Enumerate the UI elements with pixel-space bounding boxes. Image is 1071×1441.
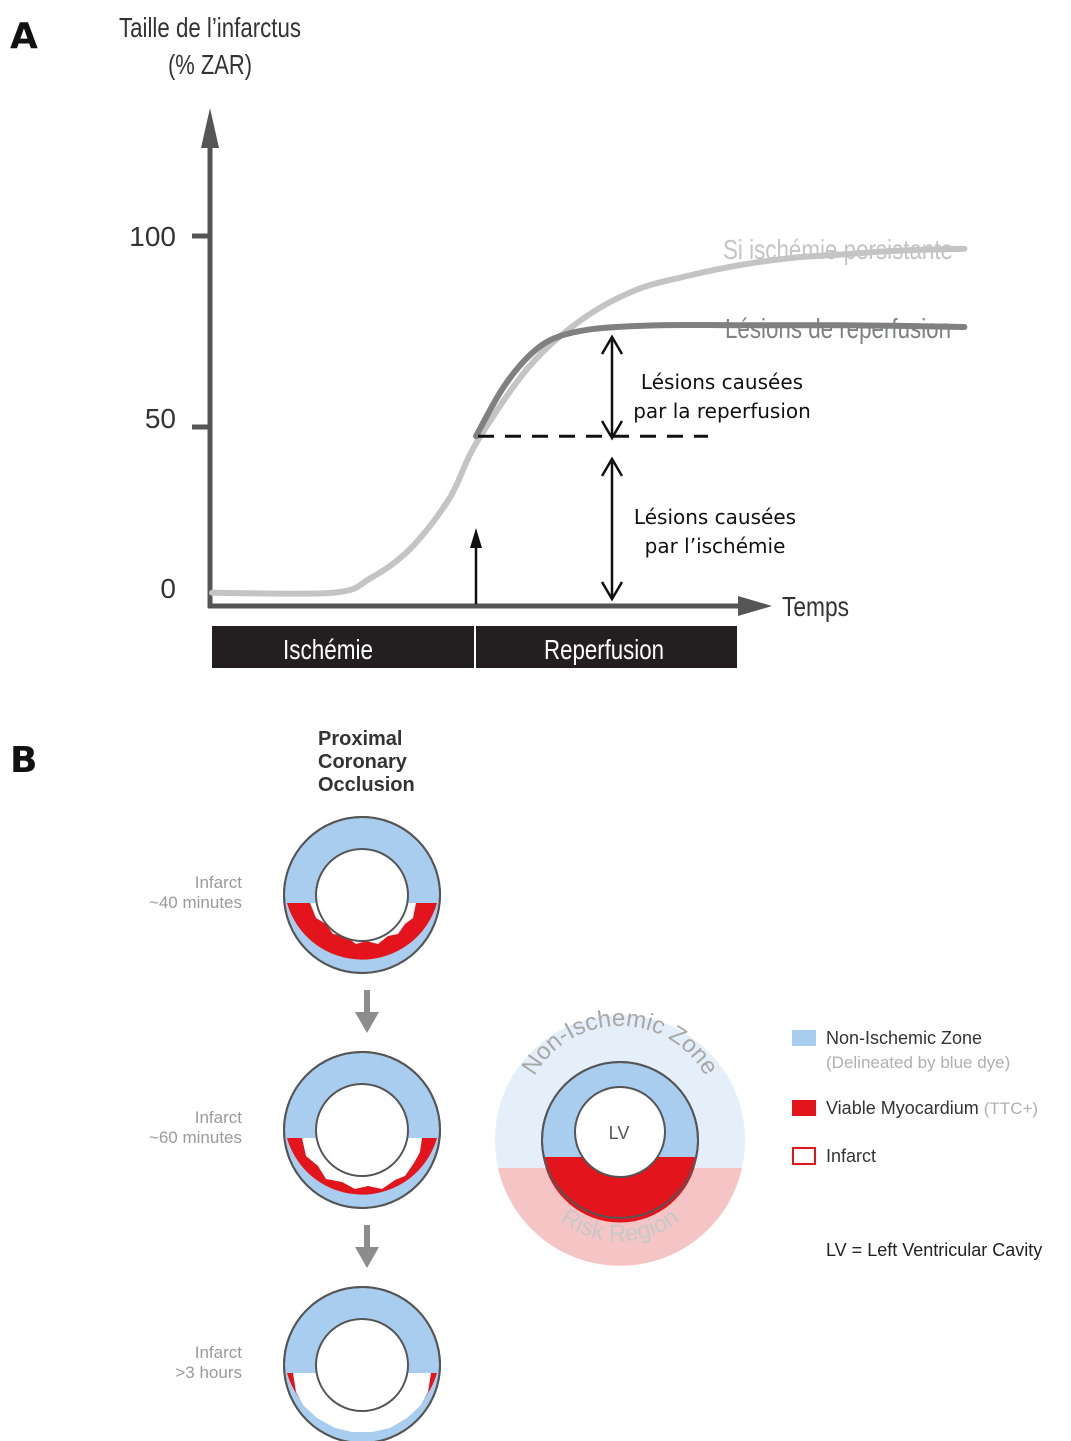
legend-note-non-ischemic: (Delineated by blue dye) — [826, 1053, 1010, 1072]
y-axis-title-line1: Taille de l’infarctus — [119, 12, 301, 43]
curve-persistent-label: Si ischémie persistante — [723, 234, 953, 265]
curve-persistent-ischemia — [209, 245, 968, 597]
panel-b: B Proximal Coronary Occlusion Infarct ~4… — [10, 728, 1042, 1441]
heart-section-40min — [283, 816, 441, 974]
header-line3: Occlusion — [318, 774, 415, 796]
annotation-ischemia-line1: Lésions causées — [634, 505, 796, 529]
zone-diagram — [495, 1015, 745, 1266]
annotation-reperfusion-line2: par la reperfusion — [633, 399, 811, 423]
ischemia-damage-double-arrow — [600, 456, 624, 602]
x-axis-arrowhead — [738, 596, 772, 616]
stage-40-line1: Infarct — [195, 873, 243, 892]
header-line1: Proximal — [318, 728, 402, 750]
stage-3h-line2: >3 hours — [175, 1363, 242, 1382]
legend-label-infarct: Infarct — [826, 1146, 876, 1166]
phase-ischemia-label: Ischémie — [283, 634, 373, 665]
y-tick-label-0: 0 — [160, 573, 176, 604]
reperfusion-onset-arrowhead — [470, 528, 482, 548]
annotation-ischemia-line2: par l’ischémie — [645, 534, 786, 558]
y-axis-arrowhead — [201, 108, 219, 148]
curve-reperfusion-label: Lésions de reperfusion — [725, 313, 951, 344]
lv-center-label: LV — [609, 1123, 630, 1143]
header-line2: Coronary — [318, 751, 408, 773]
legend-swatch-viable — [792, 1100, 816, 1116]
lv-footnote: LV = Left Ventricular Cavity — [826, 1240, 1042, 1260]
heart-section-3h — [283, 1286, 441, 1441]
y-tick-label-50: 50 — [145, 403, 176, 434]
legend: Non-Ischemic Zone (Delineated by blue dy… — [792, 1028, 1038, 1166]
annotation-reperfusion-line1: Lésions causées — [641, 370, 803, 394]
x-axis-label: Temps — [782, 591, 849, 622]
progression-arrow-1 — [355, 990, 379, 1033]
stage-40-line2: ~40 minutes — [149, 893, 242, 912]
phase-reperfusion-label: Reperfusion — [544, 634, 664, 665]
stage-60-line2: ~60 minutes — [149, 1128, 242, 1147]
legend-label-viable: Viable Myocardium (TTC+) — [826, 1098, 1038, 1118]
legend-label-non-ischemic: Non-Ischemic Zone — [826, 1028, 982, 1048]
panel-b-label: B — [10, 740, 37, 781]
panel-a-label: A — [10, 16, 38, 57]
heart-section-60min — [283, 1051, 441, 1209]
curve-reperfusion-injury — [473, 321, 968, 440]
legend-swatch-non-ischemic — [792, 1030, 816, 1046]
stage-3h-line1: Infarct — [195, 1343, 243, 1362]
reperfusion-damage-double-arrow — [600, 334, 624, 441]
panel-a: A Taille de l’infarctus (% ZAR) 100 50 0 — [10, 12, 968, 668]
progression-arrow-2 — [355, 1225, 379, 1268]
y-axis-title-line2: (% ZAR) — [168, 49, 252, 80]
legend-swatch-infarct — [792, 1147, 816, 1165]
y-tick-label-100: 100 — [129, 221, 176, 252]
stage-60-line1: Infarct — [195, 1108, 243, 1127]
